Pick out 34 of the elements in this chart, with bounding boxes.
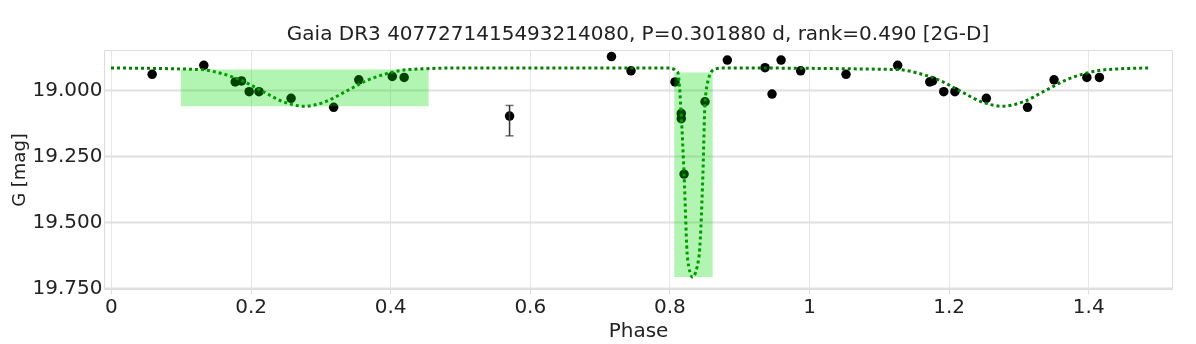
- point: [286, 93, 296, 104]
- point: [1022, 102, 1033, 113]
- point: [1082, 72, 1092, 83]
- point: [147, 69, 157, 80]
- point: [939, 86, 949, 97]
- x-tick-label: 0: [105, 293, 118, 318]
- point: [722, 55, 733, 65]
- chart-title: Gaia DR3 4077271415493214080, P=0.301880 d, rank=0.490 [2G-D]: [286, 21, 990, 45]
- y-axis-title: G [mag]: [7, 133, 29, 207]
- x-axis-title: Phase: [608, 317, 669, 342]
- x-tick-label: 0.6: [514, 293, 547, 318]
- x-tick-label: 0.8: [654, 293, 686, 318]
- point: [981, 93, 992, 104]
- point: [1094, 72, 1105, 83]
- x-tick-label: 0.2: [235, 293, 267, 318]
- x-tick-label: 1.4: [1072, 293, 1105, 318]
- y-tick-label: 19.750: [32, 275, 103, 300]
- point: [670, 77, 680, 87]
- point: [1049, 75, 1059, 85]
- point: [841, 69, 851, 80]
- y-tick-label: 19.250: [32, 143, 103, 168]
- point: [776, 55, 786, 65]
- x-tick-label: 1: [803, 293, 816, 318]
- point: [606, 51, 617, 62]
- point: [767, 89, 777, 99]
- point: [387, 71, 398, 82]
- y-tick-label: 19.000: [32, 77, 103, 102]
- point: [199, 60, 209, 71]
- x-tick-label: 1.2: [933, 293, 966, 318]
- point: [328, 102, 339, 113]
- y-tick-label: 19.500: [32, 209, 103, 234]
- point: [244, 86, 254, 97]
- point: [399, 72, 409, 83]
- x-tick-label: 0.4: [374, 293, 407, 318]
